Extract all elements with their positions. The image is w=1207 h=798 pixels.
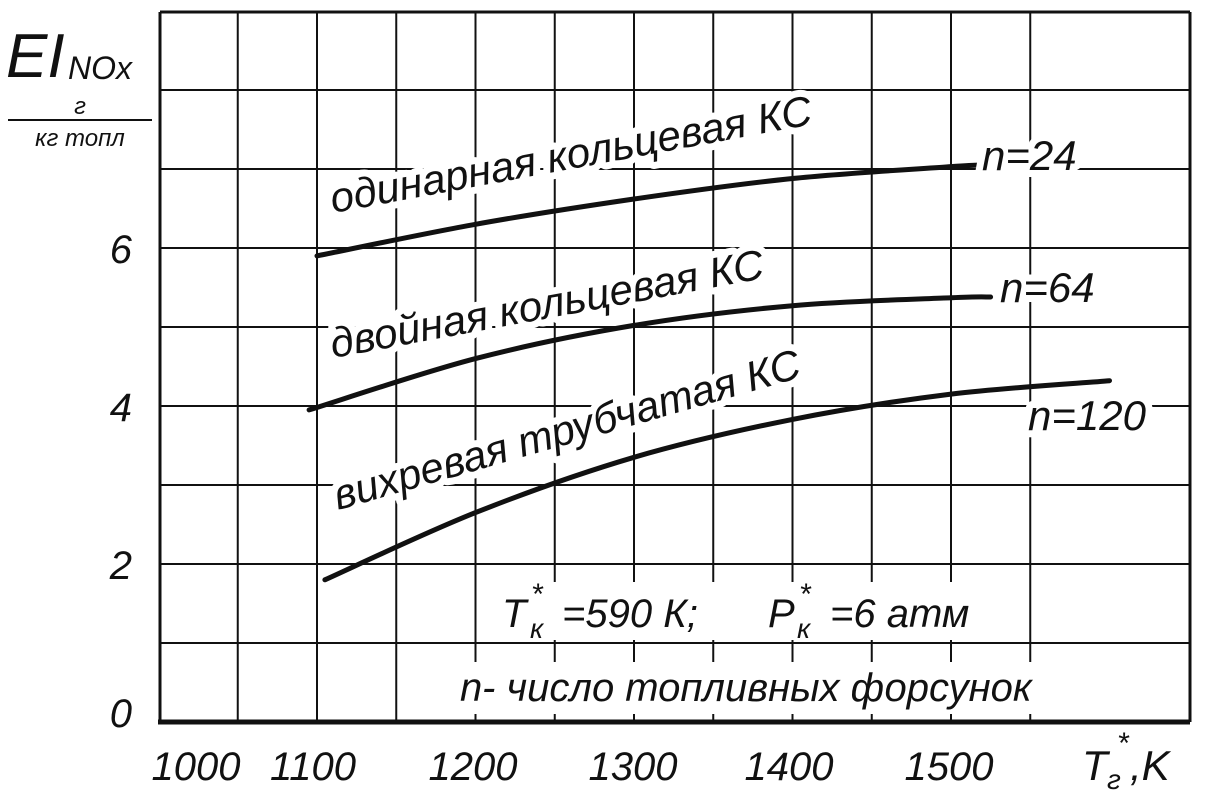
series-n-label: n=24	[982, 132, 1077, 179]
y-axis-label-sub: NOx	[68, 50, 133, 86]
x-tick-label: 1200	[429, 745, 518, 789]
tk-superscript: *	[531, 578, 544, 611]
y-tick-label: 4	[110, 386, 132, 430]
x-tick-label: 1100	[270, 745, 356, 789]
x-tick-label: 1500	[905, 745, 994, 789]
x-axis-label-main: T	[1082, 742, 1111, 789]
pk-subscript: к	[797, 613, 812, 644]
y-tick-label: 2	[109, 544, 132, 588]
series-line-1	[314, 162, 986, 259]
x-tick-label: 1000	[152, 745, 241, 789]
pk-superscript: *	[799, 578, 812, 611]
series-curves	[306, 162, 1112, 583]
y-tick-labels: 6 4 2 0	[109, 228, 133, 736]
x-axis-label: T г * ,K	[1082, 727, 1172, 795]
y-tick-label: 6	[110, 228, 133, 272]
pk-value: =6 атм	[830, 592, 969, 636]
conditions-annotation: T к * =590 К; P к * =6 атм	[498, 578, 1010, 644]
y-axis-label-main: EI	[6, 22, 65, 91]
series-labels: одинарная кольцевая КС двойная кольцевая…	[319, 79, 823, 525]
x-axis-label-sup: *	[1117, 727, 1130, 760]
series-line-2	[306, 294, 994, 413]
axes	[158, 10, 1192, 725]
x-axis-label-sub: г	[1107, 764, 1121, 795]
y-axis-label: EI NOx г кг топл	[6, 22, 152, 152]
tk-subscript: к	[530, 613, 545, 644]
x-tick-label: 1400	[745, 745, 834, 789]
series-label: одинарная кольцевая КС	[326, 86, 816, 221]
series-n-label: n=64	[1000, 264, 1095, 311]
series-label: двойная кольцевая КС	[326, 240, 768, 367]
y-tick-label: 0	[110, 692, 132, 736]
tk-symbol: T	[502, 592, 529, 636]
n-definition-background	[452, 662, 1184, 714]
x-axis-label-unit: ,K	[1130, 742, 1172, 789]
series-line-3	[322, 378, 1112, 583]
n-definition-annotation: n - число топливных форсунок	[452, 662, 1184, 714]
n-definition-symbol: n	[460, 666, 482, 710]
x-tick-label: 1300	[589, 745, 678, 789]
conditions-background	[498, 582, 1010, 640]
y-axis-unit-denominator: кг топл	[35, 125, 125, 152]
n-definition-text: - число топливных форсунок	[482, 666, 1034, 710]
y-axis-unit-numerator: г	[74, 93, 86, 120]
x-tick-labels: 1000 1100 1200 1300 1400 1500	[152, 745, 994, 789]
pk-symbol: P	[768, 592, 795, 636]
series-n-label: n=120	[1028, 392, 1147, 439]
n-labels: n=24 n=64 n=120	[975, 125, 1154, 446]
tk-value: =590 К;	[562, 592, 698, 636]
